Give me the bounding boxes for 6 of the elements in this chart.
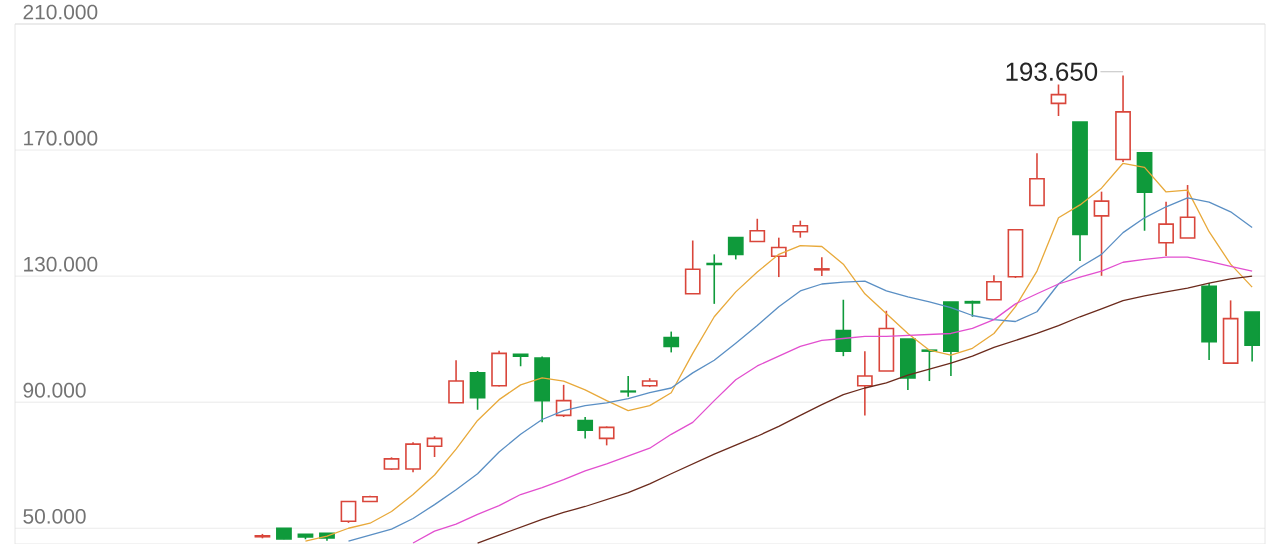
y-tick-label: 170.000 xyxy=(24,130,98,146)
y-tick-label: 90.000 xyxy=(23,382,86,398)
y-tick-label: 130.000 xyxy=(24,256,98,272)
annotation: 193.650 xyxy=(1006,62,1098,81)
y-tick-label: 50.000 xyxy=(23,508,86,524)
y-tick-label: 210.000 xyxy=(23,4,98,20)
